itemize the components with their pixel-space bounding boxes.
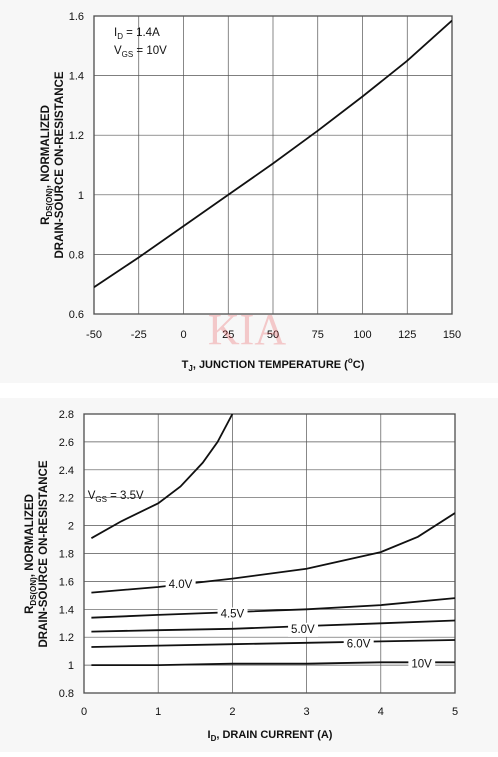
series-line-0 [94, 19, 452, 288]
y-tick-label: 2.6 [59, 437, 74, 449]
series-label-mask [408, 657, 436, 672]
series-group [94, 19, 452, 288]
x-tick-label: 1 [155, 706, 161, 718]
y-tick-label: 2.8 [59, 409, 74, 421]
y-axis-label-line2: DRAIN-SOURCE ON-RESISTANCE [54, 71, 66, 258]
series-line-4 [91, 639, 455, 648]
series-label-4: 6.0V [347, 638, 371, 650]
y-tick-labels: 0.8 1 1.2 1.4 1.6 1.8 2 2.2 2.4 2.6 2.8 [59, 409, 74, 700]
y-tick-label: 1.4 [59, 604, 74, 616]
x-tick-label: 100 [353, 329, 371, 341]
temperature-chart: -50 -25 0 25 50 75 100 125 150 0.60.811.21.41.6 … [40, 11, 462, 373]
drain-current-chart: VGS = 3.5V 4.0V 4.5V 5.0V 6.0V 10V 0 1 2 3 4 5 0.8… [0, 398, 498, 752]
series-label-5: 10V [411, 659, 432, 671]
x-tick-label: 75 [312, 329, 324, 341]
series-label-mask [217, 607, 248, 622]
series-label-3: 5.0V [291, 624, 315, 636]
y-tick-label: 1.6 [59, 576, 74, 588]
x-tick-label: 0 [81, 706, 87, 718]
y-tick-label: 1.2 [69, 130, 84, 142]
y-tick-label: 1 [68, 660, 74, 672]
annotation-id: ID = 1.4A [114, 27, 160, 41]
y-axis-label-line2: DRAIN-SOURCE ON-RESISTANCE [38, 460, 50, 647]
annotation-box: ID = 1.4A VGS = 10V [114, 27, 167, 59]
x-axis-label: TJ, JUNCTION TEMPERATURE (oC) [182, 356, 365, 373]
series-label-mask [288, 622, 319, 637]
y-axis-label-line1: RDS(ON), NORMALIZED [40, 105, 54, 225]
series-label-1: 4.0V [169, 579, 193, 591]
y-tick-label: 0.6 [69, 309, 84, 321]
x-tick-label: -25 [131, 329, 147, 341]
y-tick-label: 2.4 [59, 465, 74, 477]
x-tick-label: 0 [180, 329, 186, 341]
y-tick-labels: 0.6 0.8 1 1.2 1.4 1.6 [69, 11, 84, 321]
y-axis-label-line1: RDS(ON), NORMALIZED [24, 494, 38, 614]
x-tick-label: 25 [222, 329, 234, 341]
series-label-mask [343, 637, 374, 652]
y-tick-label: 0.8 [69, 249, 84, 261]
y-axis-label: RDS(ON), NORMALIZED DRAIN-SOURCE ON-RESI… [24, 460, 50, 647]
y-tick-label: 0.8 [59, 688, 74, 700]
x-tick-label: 125 [398, 329, 416, 341]
series-line-1 [91, 512, 455, 594]
y-tick-label: 1.2 [59, 632, 74, 644]
series-labels: VGS = 3.5V 4.0V 4.5V 5.0V 6.0V 10V [88, 490, 436, 672]
y-tick-label: 1.6 [69, 11, 84, 23]
series-line-2 [91, 597, 455, 619]
x-tick-label: 2 [229, 706, 235, 718]
x-tick-labels: 0 1 2 3 4 5 [81, 706, 458, 718]
annotation-vgs: VGS = 10V [114, 45, 167, 59]
y-tick-label: 2.2 [59, 493, 74, 505]
y-tick-label: 1 [78, 190, 84, 202]
y-tick-label: 1.4 [69, 71, 84, 83]
y-tick-label: 1.8 [59, 549, 74, 561]
x-tick-label: 3 [304, 706, 310, 718]
x-tick-label: 50 [267, 329, 279, 341]
series-line-5 [91, 661, 455, 666]
x-tick-label: 5 [452, 706, 458, 718]
series-line-3 [91, 619, 455, 633]
series-label-mask [165, 578, 196, 593]
series-label-0: VGS = 3.5V [88, 490, 144, 504]
x-tick-labels: -50 -25 0 25 50 75 100 125 150 [86, 329, 461, 341]
x-tick-label: 4 [378, 706, 384, 718]
x-tick-label: -50 [86, 329, 102, 341]
grid [93, 15, 453, 315]
series-group [90, 414, 455, 666]
y-tick-label: 2 [68, 521, 74, 533]
series-line-0 [90, 414, 234, 539]
grid [83, 413, 456, 694]
y-axis-label: RDS(ON), NORMALIZED DRAIN-SOURCE ON-RESI… [40, 71, 66, 258]
x-axis-label: ID, DRAIN CURRENT (A) [208, 729, 333, 743]
series-label-2: 4.5V [221, 608, 245, 620]
watermark-logo: KIA [208, 305, 286, 354]
x-tick-label: 150 [443, 329, 461, 341]
